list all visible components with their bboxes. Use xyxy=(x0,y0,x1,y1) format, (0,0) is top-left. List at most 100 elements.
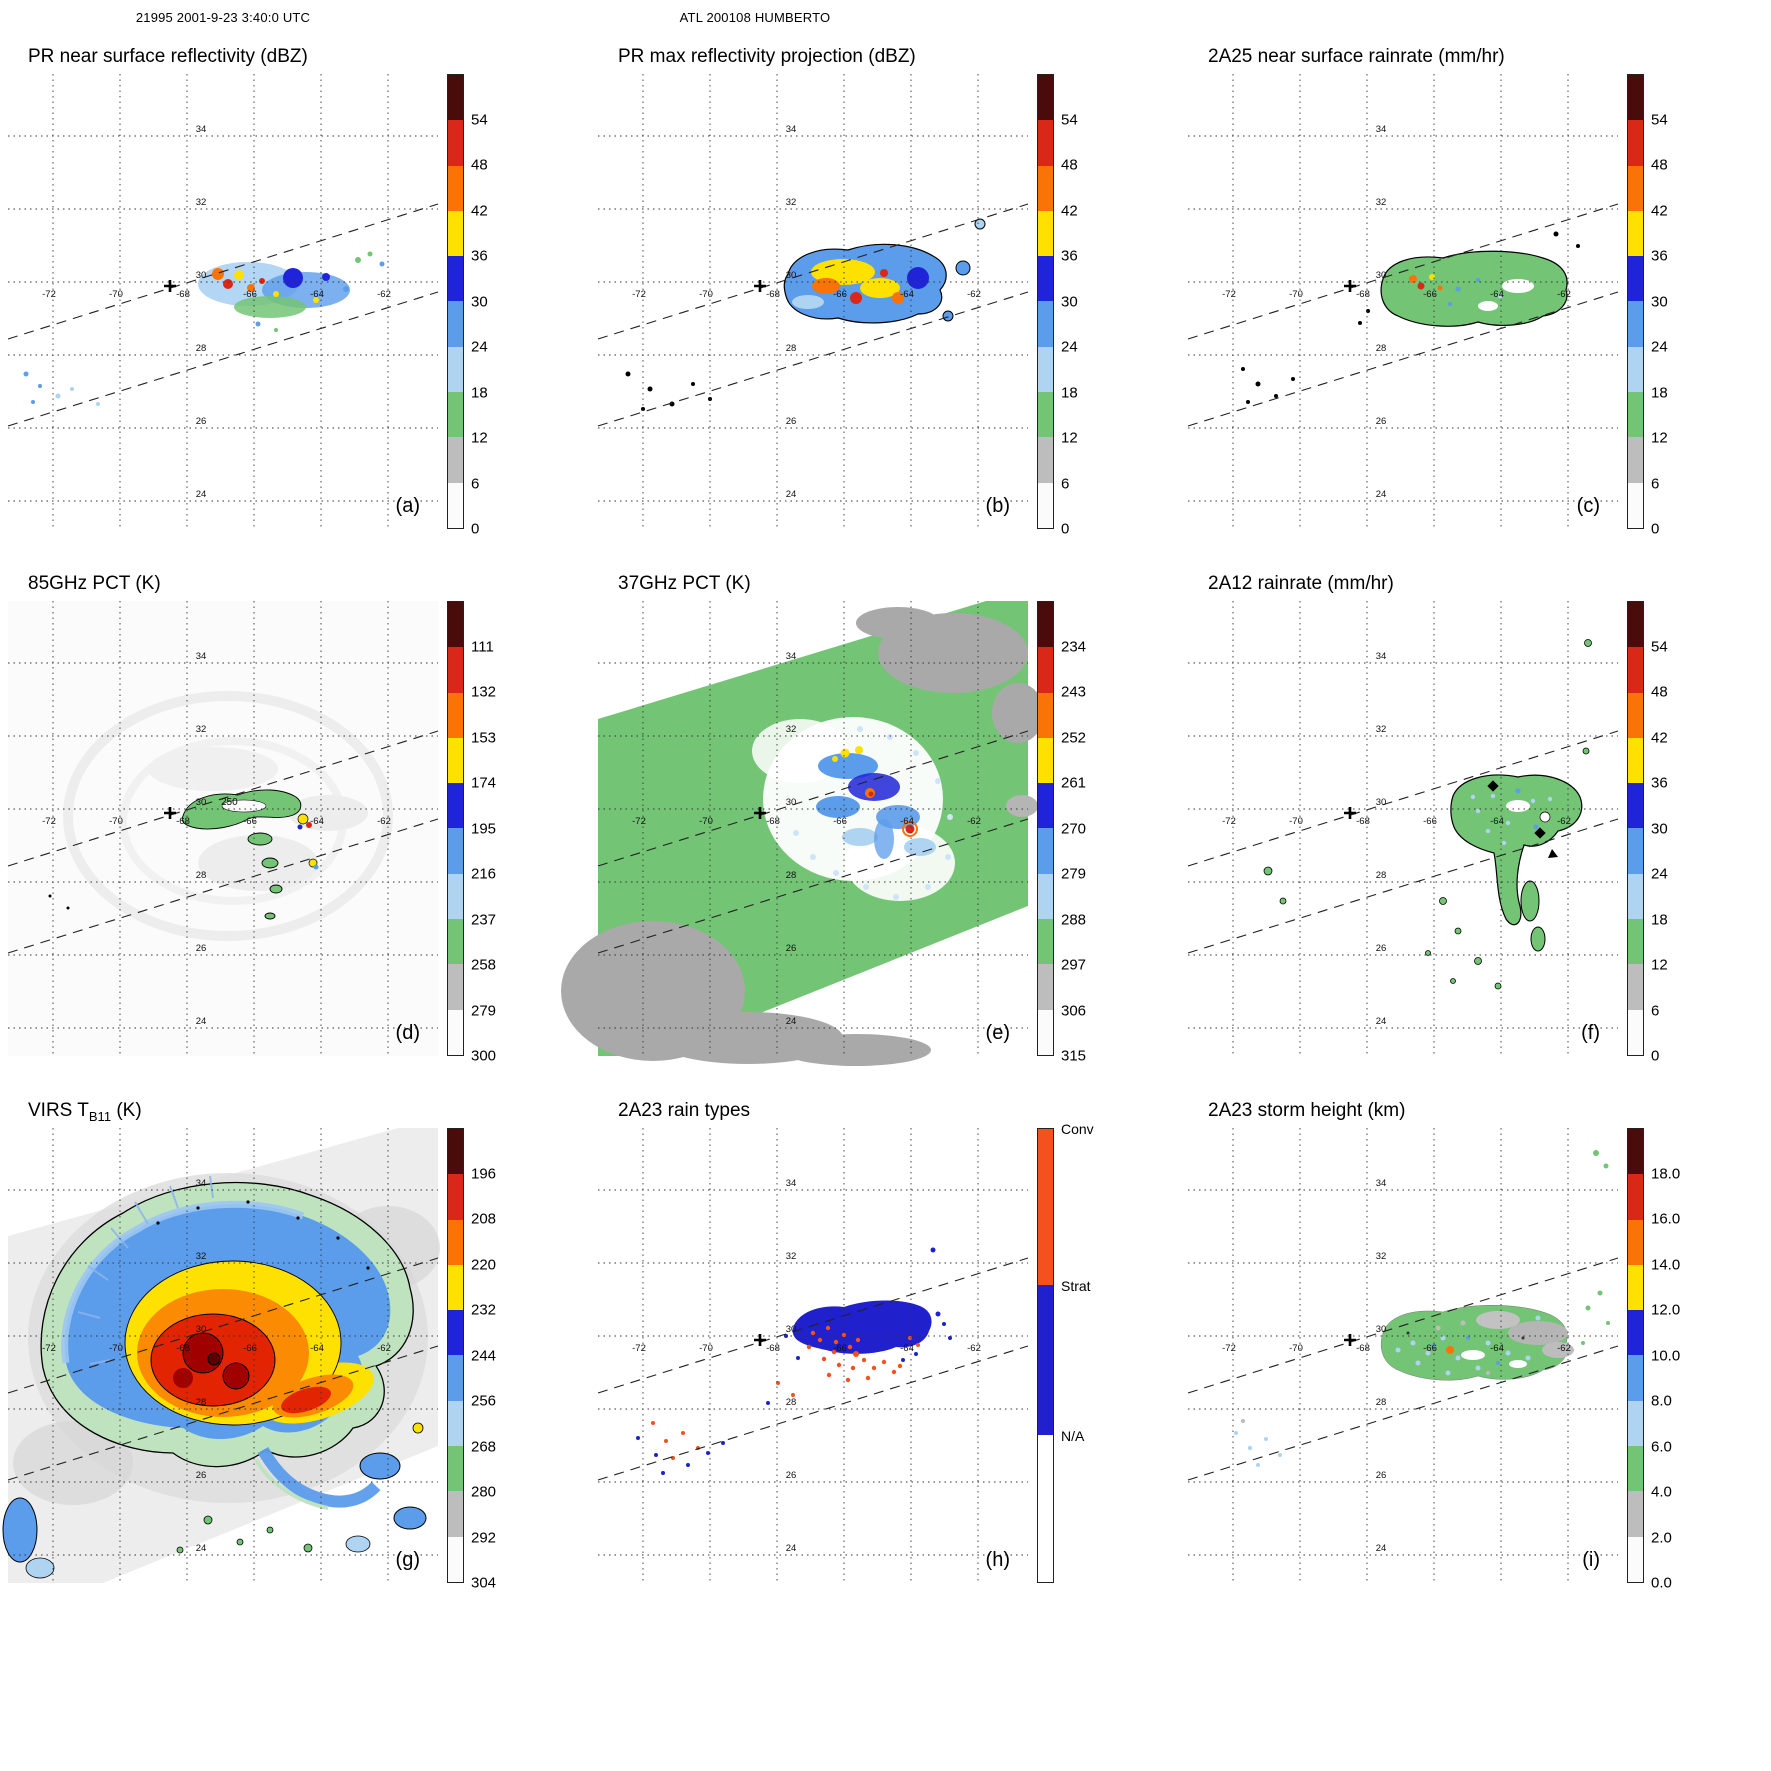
colorbar-segment xyxy=(1038,75,1053,121)
lat-tick-label: 26 xyxy=(1376,1470,1387,1481)
colorbar-segment xyxy=(448,210,463,257)
lon-tick-label: -66 xyxy=(833,1343,847,1354)
lat-tick-label: 26 xyxy=(786,1470,797,1481)
green-height-specks xyxy=(1581,1150,1610,1345)
colorbar-tick-label: 48 xyxy=(1061,156,1078,174)
colorbar-segment xyxy=(1628,1310,1643,1356)
colorbar-tick-label: 48 xyxy=(471,156,488,174)
lon-tick-label: -72 xyxy=(632,816,646,827)
swath-edge-line xyxy=(7,291,439,427)
mid-height-speckles xyxy=(1395,1315,1541,1376)
panel-b: PR max reflectivity projection (dBZ) xyxy=(590,30,1180,557)
lon-tick-label: -70 xyxy=(109,816,123,827)
colorbar-tick-label: 16.0 xyxy=(1651,1210,1681,1228)
lon-tick-label: -68 xyxy=(766,289,780,300)
colorbar-segment xyxy=(448,301,463,347)
colorbar-segment xyxy=(1038,1009,1053,1055)
colorbar-tick-label: 8.0 xyxy=(1651,1392,1672,1410)
swath-edge-line xyxy=(1187,203,1619,340)
map-overlay: -72 -70 -68 -66 -64 -62 34 32 30 28 26 24 (a) xyxy=(7,74,439,529)
colorbar-segment xyxy=(1628,1400,1643,1447)
lat-tick-label: 24 xyxy=(786,1016,797,1027)
colorbar xyxy=(447,1128,464,1583)
title-subscript: B11 xyxy=(88,1108,112,1124)
colorbar-tick-label: 18.0 xyxy=(1651,1165,1681,1182)
lat-tick-label: 26 xyxy=(1376,416,1387,427)
lon-tick-label: -66 xyxy=(243,816,257,827)
panel-title: 37GHz PCT (K) xyxy=(618,573,751,595)
colorbar-tick-label: 132 xyxy=(471,683,497,701)
colorbar-segment xyxy=(1038,828,1053,874)
colorbar-tick-label: 244 xyxy=(471,1347,497,1364)
colorbar-segment xyxy=(1038,437,1053,483)
colorbar-tick-label: 111 xyxy=(471,638,494,655)
lat-tick-label: 28 xyxy=(196,1397,207,1408)
panel-i: 2A23 storm height (km) xyxy=(1180,1084,1771,1611)
lat-tick-label: 32 xyxy=(196,197,207,208)
colorbar-segment xyxy=(448,1129,463,1175)
lon-tick-label: -68 xyxy=(1356,816,1370,827)
colorbar-tick-label: 42 xyxy=(1651,202,1668,219)
lat-tick-label: 34 xyxy=(196,651,207,662)
colorbar-segment xyxy=(448,828,463,874)
lat-tick-label: 32 xyxy=(1376,197,1387,208)
title-text: 2A23 rain types xyxy=(618,1100,751,1121)
swath-edge-line xyxy=(7,203,439,340)
lon-tick-label: -70 xyxy=(109,289,123,300)
lon-tick-label: -66 xyxy=(833,816,847,827)
lon-tick-label: -64 xyxy=(1490,289,1504,300)
lon-tick-label: -62 xyxy=(1557,816,1571,827)
panel-letter: (c) xyxy=(1577,495,1600,517)
map-overlay: -72 -70 -68 -66 -64 -62 34 32 30 28 26 24 (c) xyxy=(1187,74,1619,529)
stratiform-region xyxy=(792,1300,932,1354)
colorbar-tick-label: 36 xyxy=(1061,247,1078,265)
scattered-rain-specks xyxy=(1263,639,1592,990)
colorbar xyxy=(1627,74,1644,529)
lon-tick-label: -66 xyxy=(243,289,257,300)
colorbar-segment xyxy=(448,1219,463,1265)
lon-tick-label: -66 xyxy=(1423,289,1437,300)
rainrate-2a25-data xyxy=(1241,231,1580,404)
colorbar-segment xyxy=(448,602,463,648)
lon-tick-label: -72 xyxy=(42,289,56,300)
map-overlay: -72 -70 -68 -66 -64 -62 34 32 30 28 26 24 (e) xyxy=(597,601,1029,1056)
title-text: (K) xyxy=(111,1100,142,1121)
map-overlay: -72 -70 -68 -66 -64 -62 34 32 30 28 26 24 (h) xyxy=(597,1128,1029,1583)
lat-tick-label: 28 xyxy=(786,870,797,881)
panel-e: 37GHz PCT (K) xyxy=(561,557,1180,1084)
pct-37ghz-data xyxy=(561,601,1044,1066)
colorbar-tick-label: 153 xyxy=(471,729,497,746)
colorbar-segment xyxy=(1628,437,1643,483)
lat-tick-label: 32 xyxy=(1376,1251,1387,1262)
colorbar-segment xyxy=(448,346,463,393)
lat-tick-label: 24 xyxy=(196,1543,207,1554)
lat-tick-label: 34 xyxy=(1376,1178,1387,1189)
lon-tick-label: -62 xyxy=(377,289,391,300)
lat-tick-label: 28 xyxy=(196,343,207,354)
colorbar-tick-label: 268 xyxy=(471,1438,497,1455)
colorbar-tick-label: 2.0 xyxy=(1651,1529,1672,1546)
panel-c: 2A25 near surface rainrate (mm/hr) xyxy=(1180,30,1771,557)
colorbar-tick-label: 48 xyxy=(1651,683,1668,701)
lat-tick-label: 32 xyxy=(786,724,797,735)
colorbar-segment xyxy=(1038,602,1053,648)
swath-edge-line xyxy=(597,203,1029,340)
swath-edge-line xyxy=(597,1257,1029,1394)
lon-tick-label: -72 xyxy=(42,816,56,827)
colorbar-tick-label: 220 xyxy=(471,1256,497,1273)
panel-letter: (f) xyxy=(1581,1022,1600,1044)
raintype-label: Conv xyxy=(1061,1120,1094,1137)
colorbar-ticks: Conv Strat N/A xyxy=(1061,1121,1131,1583)
colorbar-tick-label: 6 xyxy=(1651,1002,1660,1019)
colorbar-tick-label: 315 xyxy=(1061,1047,1087,1065)
colorbar xyxy=(1627,601,1644,1056)
colorbar-segment xyxy=(1038,964,1053,1010)
colorbar-segment xyxy=(1038,1129,1053,1286)
map-pr-max-reflectivity: -72 -70 -68 -66 -64 -62 34 32 30 28 26 24 (b) xyxy=(597,74,1029,529)
colorbar-segment xyxy=(1628,392,1643,438)
colorbar-tick-label: 18 xyxy=(471,384,488,401)
lon-tick-label: -66 xyxy=(1423,1343,1437,1354)
colorbar-segment xyxy=(1038,210,1053,257)
colorbar-tick-label: 6.0 xyxy=(1651,1438,1672,1455)
colorbar-segment xyxy=(1038,301,1053,347)
